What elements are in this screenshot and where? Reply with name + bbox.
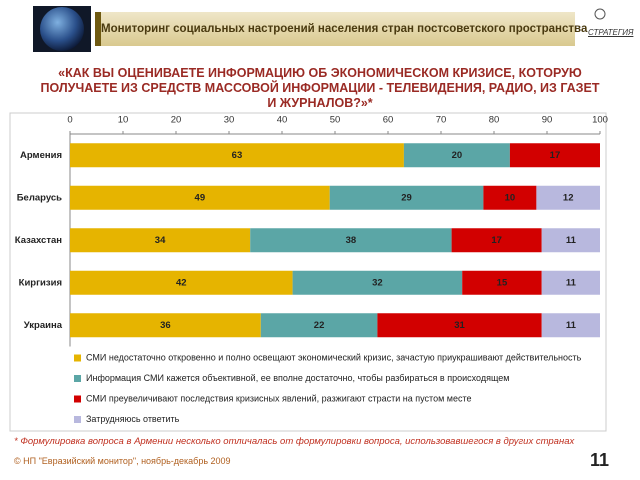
data-label: 49	[195, 192, 206, 203]
page-number: 11	[590, 450, 610, 470]
bar-segment	[483, 185, 537, 210]
data-label: 22	[314, 320, 325, 331]
y-tick-label: Казахстан	[15, 235, 62, 246]
data-label: 29	[401, 192, 412, 203]
data-label: 32	[372, 277, 383, 288]
y-tick-label: Армения	[20, 150, 62, 161]
logo: СТРАТЕГИЯ	[588, 28, 634, 37]
bar-segment	[541, 270, 600, 295]
x-tick-label: 40	[277, 115, 288, 126]
data-label: 36	[160, 320, 171, 331]
legend-label: Затрудняюсь ответить	[86, 414, 180, 424]
bar-segment	[70, 270, 293, 295]
legend-swatch	[74, 395, 81, 403]
x-tick-label: 50	[330, 115, 341, 126]
data-label: 42	[176, 277, 187, 288]
bar-segment	[509, 143, 600, 168]
x-tick-label: 70	[436, 115, 447, 126]
chart-title: «КАК ВЫ ОЦЕНИВАЕТЕ ИНФОРМАЦИЮ ОБ ЭКОНОМИ…	[40, 66, 600, 110]
bar-segment	[541, 228, 600, 253]
data-label: 20	[452, 150, 463, 161]
data-label: 17	[550, 150, 561, 161]
data-label: 15	[497, 277, 508, 288]
footer: © НП "Евразийский монитор", ноябрь-декаб…	[14, 456, 231, 466]
x-tick-label: 0	[67, 115, 72, 126]
x-tick-label: 80	[489, 115, 500, 126]
bar-segment	[260, 313, 378, 338]
bar-segment	[70, 143, 404, 168]
data-label: 34	[155, 235, 166, 246]
x-tick-label: 100	[592, 115, 608, 126]
legend-swatch	[74, 375, 81, 382]
bar-segment	[292, 270, 463, 295]
bar-segment	[70, 185, 330, 210]
data-label: 12	[563, 192, 574, 203]
bar-segment	[377, 313, 542, 338]
bar-segment	[70, 313, 261, 338]
bar-segment	[462, 270, 542, 295]
legend-swatch	[74, 354, 81, 362]
x-tick-label: 20	[171, 115, 182, 126]
legend-swatch	[74, 416, 81, 423]
legend-label: СМИ недостаточно откровенно и полно осве…	[86, 352, 582, 362]
data-label: 11	[566, 235, 577, 246]
data-label: 17	[491, 235, 502, 246]
data-label: 38	[346, 235, 357, 246]
legend-label: Информация СМИ кажется объективной, ее в…	[86, 373, 509, 383]
y-tick-label: Беларусь	[17, 192, 62, 203]
data-label: 11	[566, 277, 577, 288]
bar-segment	[70, 228, 251, 253]
x-tick-label: 30	[224, 115, 235, 126]
x-tick-label: 60	[383, 115, 394, 126]
x-tick-label: 10	[118, 115, 129, 126]
bar-segment	[403, 143, 510, 168]
globe	[40, 7, 84, 51]
bar-segment	[250, 228, 452, 253]
data-label: 11	[566, 320, 577, 331]
data-label: 31	[454, 320, 465, 331]
header-title: Мониторинг социальных настроений населен…	[95, 12, 587, 46]
bar-segment	[536, 185, 600, 210]
bar-segment	[451, 228, 542, 253]
data-label: 10	[505, 192, 516, 203]
legend-label: СМИ преувеличивают последствия кризисных…	[86, 393, 472, 403]
logo-icon	[594, 8, 606, 20]
data-label: 63	[232, 150, 243, 161]
x-tick-label: 90	[542, 115, 553, 126]
footnote: * Формулировка вопроса в Армении несколь…	[14, 436, 575, 447]
bar-segment	[541, 313, 600, 338]
y-tick-label: Киргизия	[19, 277, 62, 288]
y-tick-label: Украина	[24, 320, 63, 331]
bar-segment	[329, 185, 484, 210]
